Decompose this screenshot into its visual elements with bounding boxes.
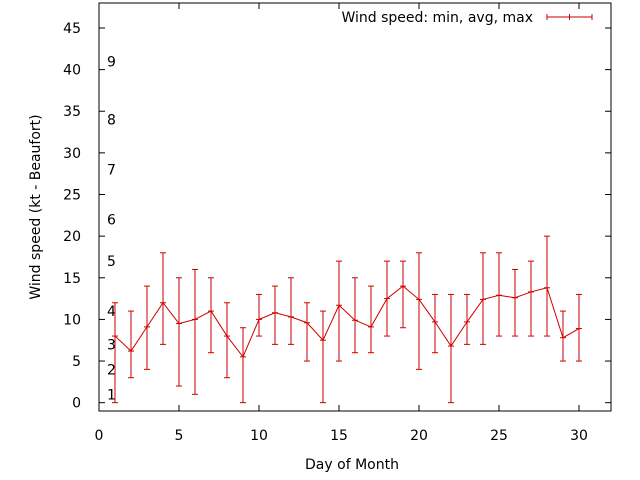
axes-layer <box>98 2 612 412</box>
y-tick-label: 20 <box>63 229 81 245</box>
x-tick-label: 10 <box>250 428 268 444</box>
legend-label: Wind speed: min, avg, max <box>341 10 533 26</box>
y-tick-label: 5 <box>72 354 81 370</box>
x-tick-label: 0 <box>95 428 104 444</box>
y-tick-label: 0 <box>72 396 81 412</box>
y-tick-label: 25 <box>63 188 81 204</box>
beaufort-label: 4 <box>107 304 116 320</box>
y-tick-label: 10 <box>63 312 81 328</box>
beaufort-layer: 1 2 3 4 5 6 7 8 9 <box>107 54 116 403</box>
plot-frame <box>98 2 612 412</box>
x-tick-label: 30 <box>570 428 588 444</box>
y-tick-label: 40 <box>63 63 81 79</box>
x-axis-label: Day of Month <box>305 457 399 473</box>
beaufort-label: 6 <box>107 212 116 228</box>
series-layer <box>112 235 582 404</box>
x-tick-label: 5 <box>175 428 184 444</box>
beaufort-label: 2 <box>107 362 116 378</box>
beaufort-label: 3 <box>107 337 116 353</box>
y-tick-label: 30 <box>63 146 81 162</box>
y-tick-label: 15 <box>63 271 81 287</box>
y-axis-label: Wind speed (kt - Beaufort) <box>28 114 44 299</box>
series-line <box>114 285 580 358</box>
beaufort-label: 9 <box>107 54 116 70</box>
beaufort-label: 8 <box>107 113 116 129</box>
y-tick-label: 45 <box>63 21 81 37</box>
beaufort-label: 5 <box>107 254 116 270</box>
x-tick-label: 20 <box>410 428 428 444</box>
legend-layer: Wind speed: min, avg, max <box>341 10 593 26</box>
x-tick-label: 25 <box>490 428 508 444</box>
beaufort-label: 7 <box>107 163 116 179</box>
x-tick-label: 15 <box>330 428 348 444</box>
y-tick-label: 35 <box>63 104 81 120</box>
beaufort-label: 1 <box>107 387 116 403</box>
